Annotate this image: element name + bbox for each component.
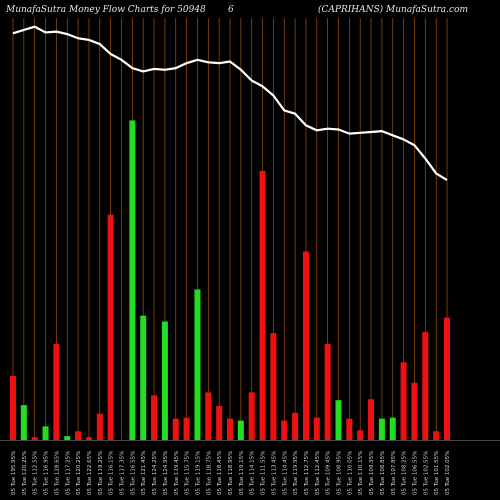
volume-bar (53, 343, 60, 440)
x-tick-label: 05 Tue 119.25% (98, 451, 104, 495)
x-tick-label: 05 Tue 107.85% (391, 451, 397, 495)
x-tick-label: 05 Tue 128.65% (54, 451, 60, 495)
x-tick-label: 05 Tue 119.95% (293, 451, 299, 495)
x-tick-label: 05 Tue 102.05% (445, 451, 451, 495)
x-tick-label: 05 Tue 114.15% (250, 451, 256, 495)
x-tick-label: 05 Tue 118.45% (217, 451, 223, 495)
x-tick-label: 05 Tue 124.95% (163, 451, 169, 495)
volume-bar (31, 437, 38, 440)
x-tick-label: 05 Tue 124.25% (152, 451, 158, 495)
volume-bar (75, 431, 82, 440)
x-tick-label: 05 Tue 116.95% (44, 451, 50, 495)
volume-bar (151, 395, 158, 440)
volume-bar (172, 418, 179, 440)
x-tick-label: 05 Tue 106.55% (412, 451, 418, 495)
volume-bar (107, 214, 114, 440)
x-tick-label: 05 Tue 117.25% (65, 451, 71, 495)
volume-bar (161, 321, 168, 440)
x-tick-label: 05 Tue 119.45% (174, 451, 180, 495)
chart-subtitle-number: 6 (228, 5, 234, 15)
x-tick-labels: 05 Tue 195.95% 05 Tue 120.25% 05 Tue 112.5… (11, 451, 451, 495)
x-tick-label: 05 Tue 101.55% (434, 451, 440, 495)
volume-bar (302, 251, 309, 440)
x-tick-label: 05 Tue 119.15% (195, 451, 201, 495)
x-tick-label: 05 Tue 110.15% (358, 451, 364, 495)
volume-bar (313, 417, 320, 440)
x-tick-label: 05 Tue 108.85% (380, 451, 386, 495)
volume-bar (248, 392, 255, 440)
volume-bar (64, 436, 71, 440)
x-tick-label: 05 Tue 117.35% (120, 451, 126, 495)
volume-bar (227, 418, 233, 440)
x-tick-label: 05 Tue 120.25% (76, 451, 82, 495)
x-tick-label: 05 Tue 109.35% (369, 451, 375, 495)
x-tick-label: 05 Tue 122.65% (87, 451, 93, 495)
x-tick-label: 05 Tue 116.15% (109, 451, 115, 495)
volume-bar (324, 343, 331, 440)
volume-bar (205, 392, 212, 440)
volume-bar (259, 170, 266, 440)
volume-bar (378, 418, 385, 440)
x-tick-label: 05 Tue 108.95% (337, 451, 343, 495)
volume-bar (389, 417, 396, 440)
volume-bar (400, 362, 407, 440)
x-tick-label: 05 Tue 118.95% (228, 451, 234, 495)
volume-bar (96, 413, 103, 440)
volume-bar (368, 399, 375, 440)
chart-title: MunafaSutra Money Flow Charts for 50948 (6, 5, 206, 15)
x-tick-label: 05 Tue 120.25% (22, 451, 28, 495)
price-line (12, 25, 448, 182)
volume-bar (422, 332, 429, 440)
x-tick-label: 05 Tue 121.45% (141, 451, 147, 495)
volume-bar (20, 405, 27, 440)
x-tick-label: 05 Tue 112.55% (33, 451, 39, 495)
volume-bar (270, 333, 277, 440)
x-tick-label: 05 Tue 195.95% (11, 451, 17, 495)
volume-bar (194, 289, 201, 440)
volume-bar (411, 382, 418, 440)
x-tick-label: 05 Tue 115.75% (185, 451, 191, 495)
x-tick-label: 05 Tue 116.55% (130, 451, 136, 495)
x-tick-label: 05 Tue 102.55% (423, 451, 429, 495)
volume-bar (42, 426, 49, 440)
x-tick-label: 05 Tue 110.05% (347, 451, 353, 495)
x-tick-label: 05 Tue 112.45% (315, 451, 321, 495)
chart-subtitle-symbol: (CAPRIHANS) MunafaSutra.com (318, 5, 469, 15)
x-tick-label: 05 Tue 114.45% (282, 451, 288, 495)
x-tick-label: 05 Tue 113.45% (271, 451, 277, 495)
volume-bar (444, 317, 450, 440)
volume-bar (85, 437, 92, 440)
x-tick-label: 05 Tue 118.75% (206, 451, 212, 495)
volume-bar (129, 120, 136, 441)
volume-bar (216, 406, 223, 440)
volume-bar (10, 375, 16, 440)
x-tick-label: 05 Tue 112.75% (304, 451, 310, 495)
gridlines (12, 18, 448, 440)
x-tick-label: 05 Tue 108.25% (402, 451, 408, 495)
volume-bar (140, 315, 147, 440)
volume-bar (183, 417, 190, 440)
volume-bar (357, 430, 364, 440)
volume-bar (237, 420, 244, 440)
volume-bar (346, 418, 353, 440)
x-tick-label: 05 Tue 111.55% (261, 451, 267, 495)
x-tick-label: 05 Tue 119.15% (239, 451, 245, 495)
volume-bar (281, 420, 288, 440)
volume-bar (433, 431, 440, 440)
volume-bar (292, 412, 299, 440)
volume-bar (335, 400, 342, 440)
volume-bars (10, 120, 450, 441)
x-tick-label: 05 Tue 109.45% (326, 451, 332, 495)
